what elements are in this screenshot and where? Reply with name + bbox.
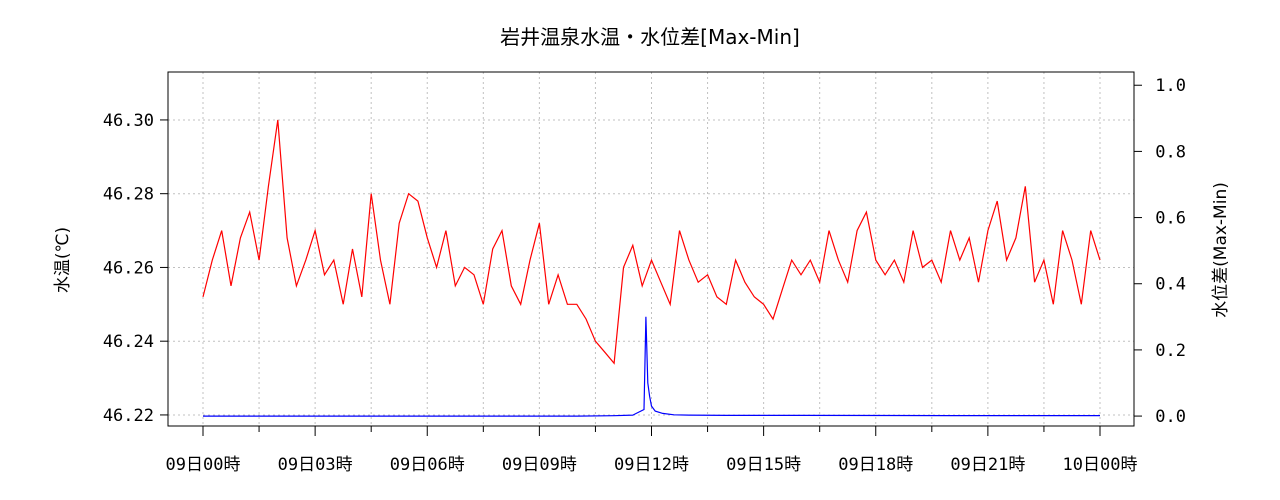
x-tick-label: 09日18時 (838, 455, 913, 475)
y-right-tick-label: 0.6 (1155, 209, 1186, 229)
x-tick-label: 09日09時 (502, 455, 577, 475)
water-level-diff-series (203, 316, 1100, 417)
y-left-tick-label: 46.30 (103, 111, 154, 131)
x-tick-label: 09日06時 (390, 455, 465, 475)
x-tick-label: 09日03時 (278, 455, 353, 475)
water-level-diff-line (203, 316, 1100, 417)
y-left-tick-label: 46.22 (103, 406, 154, 426)
x-tick-label: 09日00時 (166, 455, 241, 475)
y-right-tick-label: 0.0 (1155, 407, 1186, 427)
x-tick-label: 09日12時 (614, 455, 689, 475)
y-right-tick-label: 0.8 (1155, 142, 1186, 162)
left-axis-label: 水温(℃) (53, 227, 73, 293)
y-right-tick-label: 0.4 (1155, 275, 1186, 295)
y-left-tick-label: 46.26 (103, 258, 154, 278)
y-right-tick-label: 0.2 (1155, 341, 1186, 361)
x-axis: 09日00時 09日03時 09日06時 09日09時 09日12時 09日15時 09日1… (166, 426, 1138, 475)
x-tick-label: 10日00時 (1063, 455, 1138, 475)
water-temperature-line (202, 119, 1101, 365)
x-tick-label: 09日21時 (950, 455, 1025, 475)
y-left-tick-label: 46.28 (103, 185, 154, 205)
y-left-tick-label: 46.24 (103, 332, 154, 352)
grid (168, 72, 1134, 426)
y-right-tick-label: 1.0 (1155, 76, 1186, 96)
chart-title: 岩井温泉水温・水位差[Max-Min] (500, 25, 800, 49)
x-tick-label: 09日15時 (726, 455, 801, 475)
right-axis: 0.0 0.2 0.4 0.6 0.8 1.0 (1134, 76, 1186, 427)
left-axis: 46.22 46.24 46.26 46.28 46.30 (103, 111, 168, 426)
water-temperature-series (202, 119, 1101, 365)
right-axis-label: 水位差(Max-Min) (1211, 182, 1231, 318)
